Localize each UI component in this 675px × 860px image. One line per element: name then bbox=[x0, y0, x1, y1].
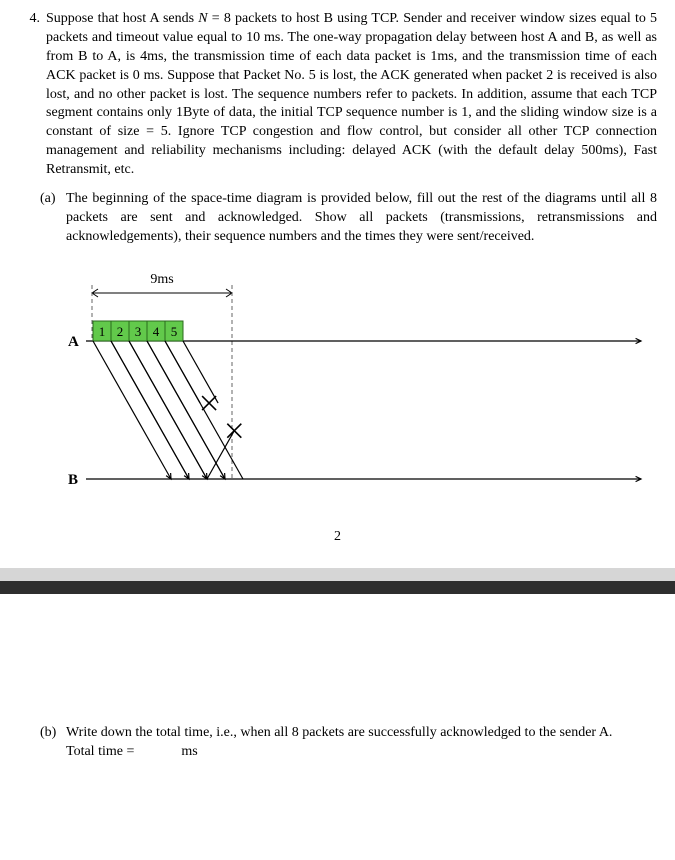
part-b-label: (b) bbox=[40, 724, 66, 743]
svg-text:B: B bbox=[68, 472, 78, 488]
question-text: Suppose that host A sends N = 8 packets … bbox=[46, 10, 657, 180]
svg-text:2: 2 bbox=[117, 324, 124, 339]
svg-text:4: 4 bbox=[153, 324, 160, 339]
part-b-body: Write down the total time, i.e., when al… bbox=[66, 724, 657, 762]
part-a-label: (a) bbox=[40, 190, 66, 209]
total-time-label: Total time = bbox=[66, 744, 134, 759]
svg-text:9ms: 9ms bbox=[150, 272, 173, 287]
svg-text:A: A bbox=[68, 334, 79, 350]
svg-text:1: 1 bbox=[99, 324, 106, 339]
page-number: 2 bbox=[18, 528, 657, 547]
question-number: 4. bbox=[18, 10, 46, 29]
part-a-text: The beginning of the space-time diagram … bbox=[66, 190, 657, 247]
part-b-text: Write down the total time, i.e., when al… bbox=[66, 725, 612, 740]
var-N: N bbox=[198, 11, 207, 26]
svg-text:5: 5 bbox=[171, 324, 178, 339]
question-text-part2: = 8 packets to host B using TCP. Sender … bbox=[46, 11, 657, 177]
svg-text:3: 3 bbox=[135, 324, 142, 339]
page-break-divider bbox=[0, 568, 675, 594]
question-text-part1: Suppose that host A sends bbox=[46, 11, 198, 26]
spacetime-diagram: 9ms A B 12345 bbox=[46, 259, 657, 506]
total-time-unit: ms bbox=[181, 744, 197, 759]
